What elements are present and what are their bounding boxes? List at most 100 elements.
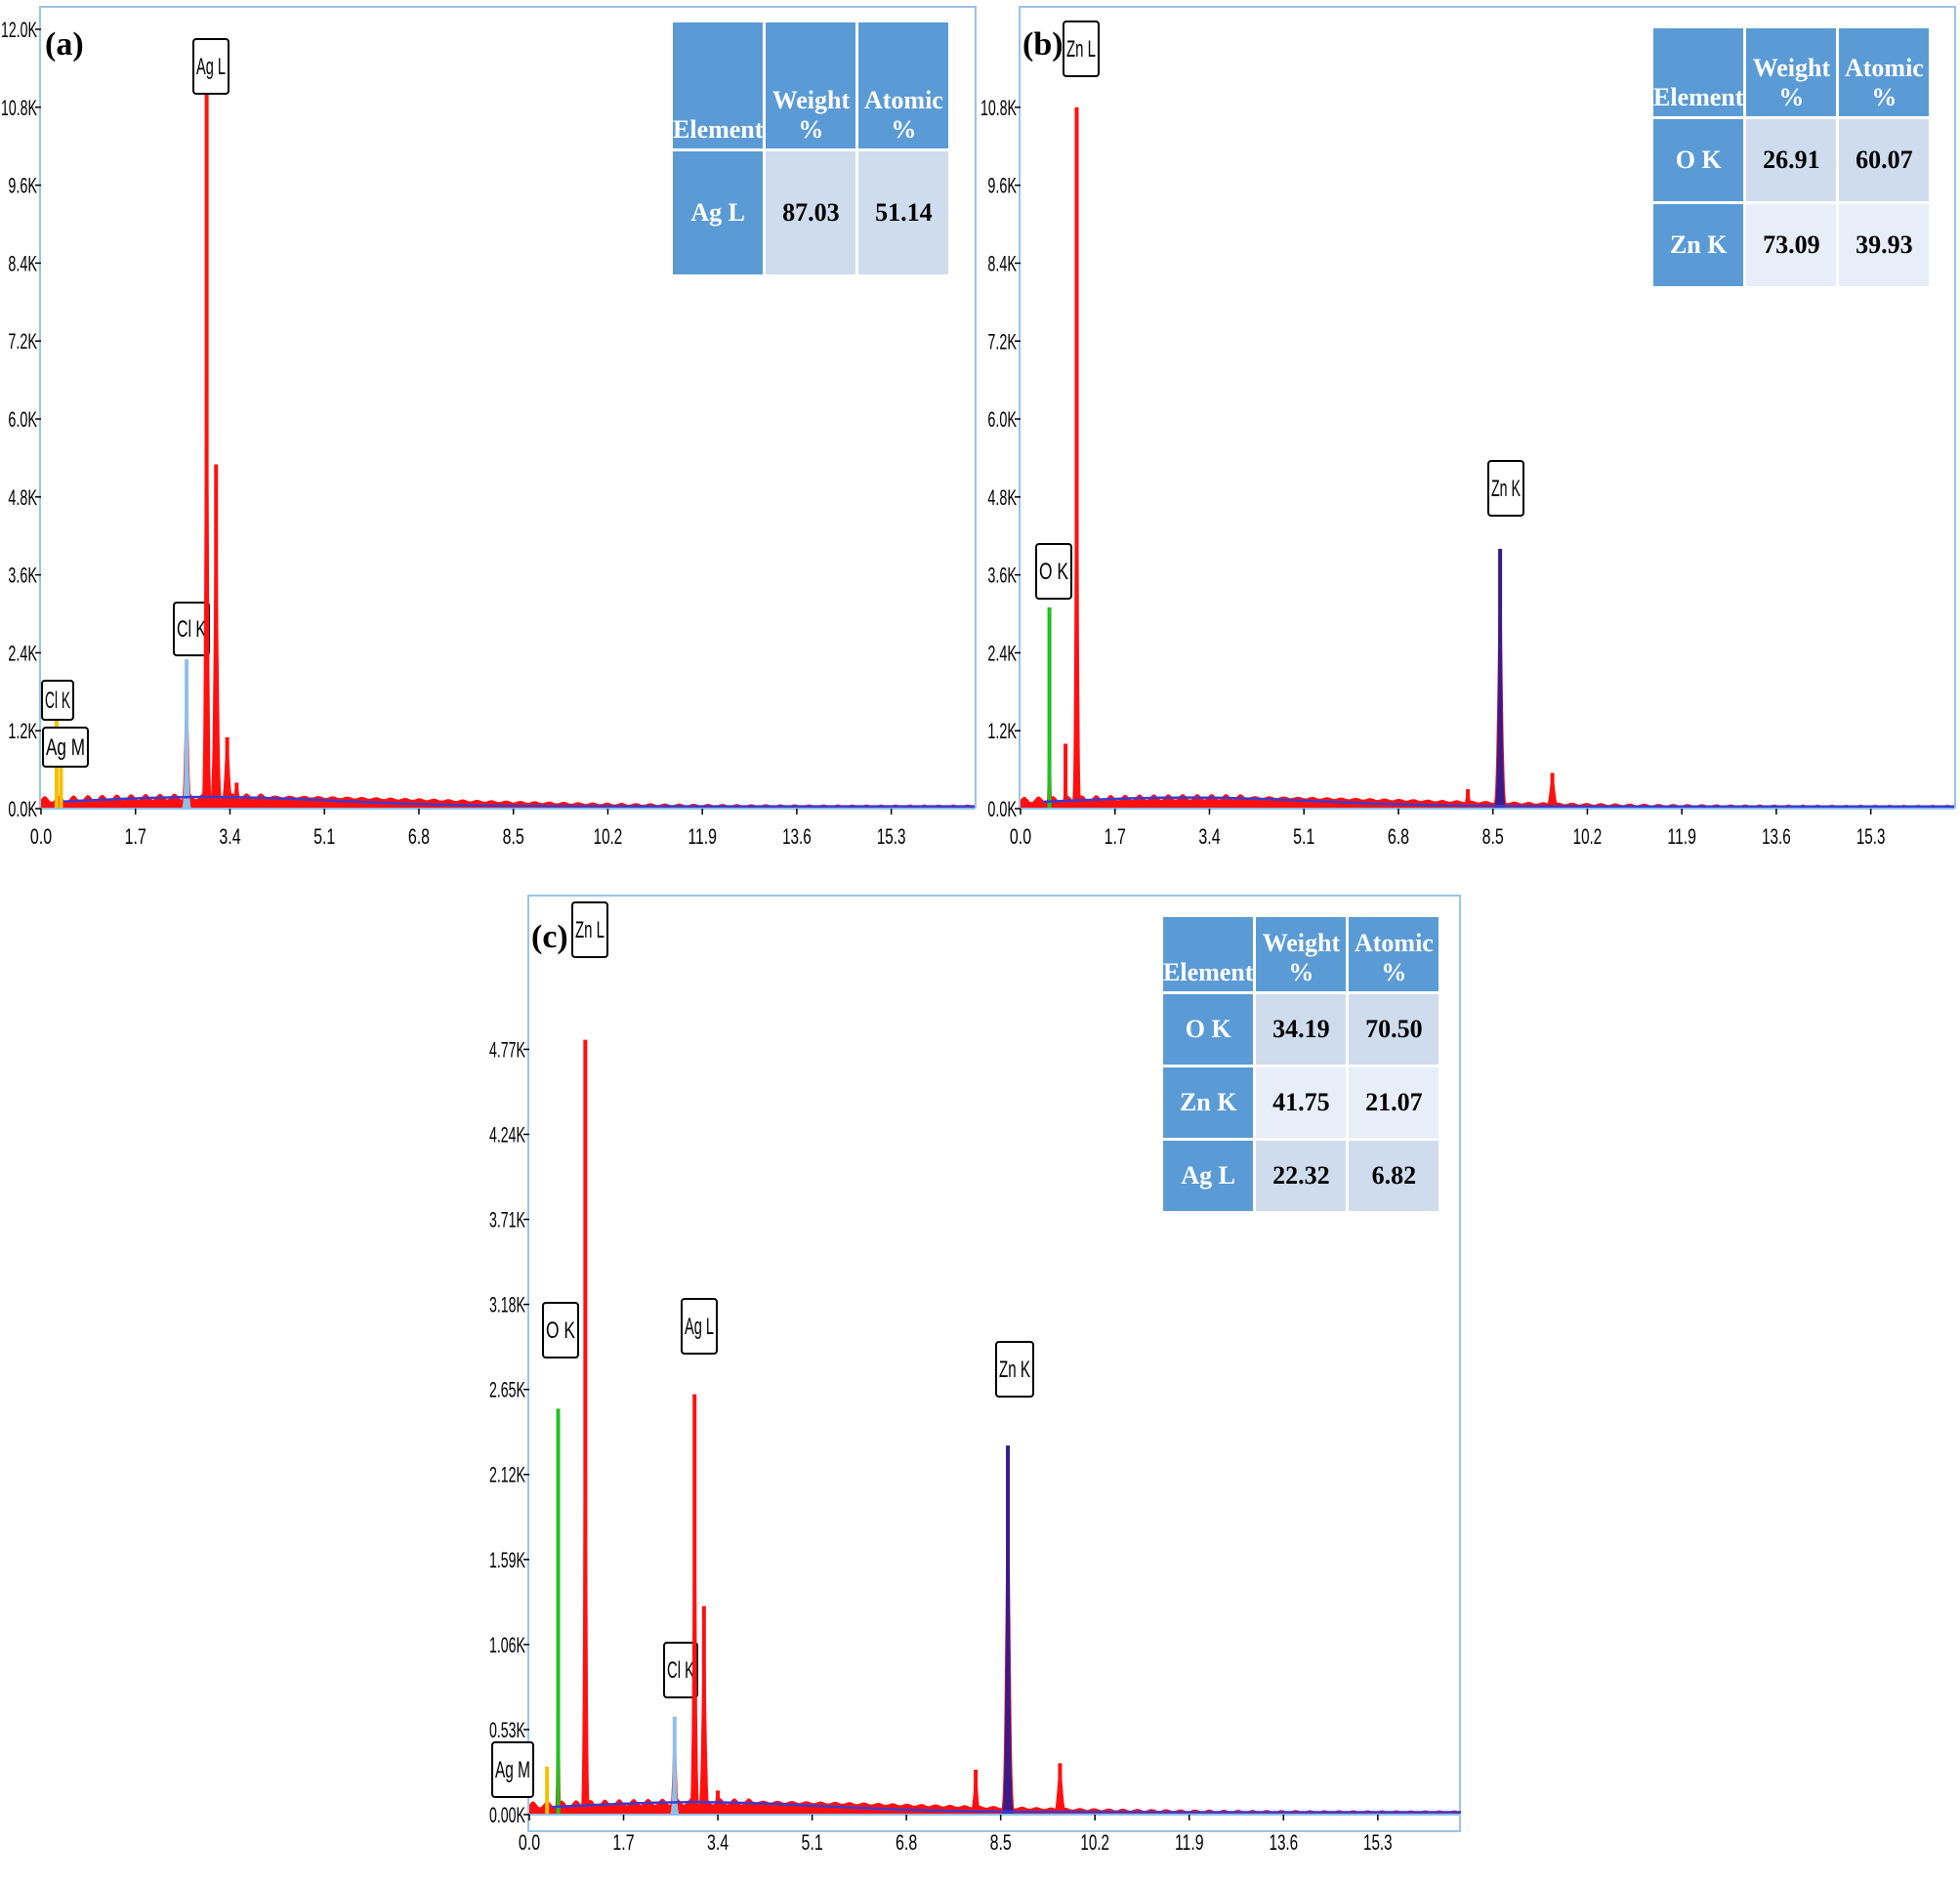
x-tick-label: 13.6 [782, 824, 812, 849]
value-cell: 70.50 [1349, 994, 1439, 1065]
x-tick-label: 13.6 [1269, 1830, 1298, 1855]
x-tick-label: 5.1 [1293, 824, 1314, 849]
y-tick-label: 2.65K [489, 1378, 525, 1402]
x-tick-label: 15.3 [1856, 824, 1886, 849]
value-cell: 39.93 [1839, 204, 1930, 286]
y-tick-label: 8.4K [8, 251, 37, 275]
x-tick-label: 5.1 [313, 824, 335, 849]
value-cell: 26.91 [1746, 119, 1837, 201]
peak-label: Zn L [575, 917, 605, 943]
eds-panel-a: Cl K Ag M Cl K Ag L 0.0K 1.2K 2.4K 3.6K 4.8K 6.0K… [0, 0, 980, 879]
y-tick-label: 7.2K [8, 329, 37, 354]
table-header-cell: Element [1653, 28, 1744, 116]
x-tick-label: 6.8 [896, 1830, 917, 1855]
fit-baseline [551, 1801, 1461, 1814]
y-tick-label: 9.6K [8, 174, 37, 198]
peak-fill [669, 1716, 680, 1815]
peak-label-box [1035, 543, 1072, 600]
y-tick-label: 4.77K [489, 1037, 525, 1062]
y-tick-label: 1.2K [987, 719, 1017, 743]
peak-label: Ag L [196, 54, 226, 80]
peak-label: Zn K [999, 1357, 1030, 1383]
peak-label: Ag M [495, 1757, 530, 1783]
y-tick-label: 0.53K [489, 1718, 525, 1742]
spectrum-chart-a: Cl K Ag M Cl K Ag L 0.0K 1.2K 2.4K 3.6K 4.8K 6.0K… [1, 18, 975, 849]
value-cell: 51.14 [858, 151, 949, 274]
peak-label-box [192, 38, 229, 95]
x-tick-label: 13.6 [1762, 824, 1791, 849]
peak-label: O K [546, 1317, 575, 1344]
fit-baseline [63, 795, 975, 808]
x-tick-label: 10.2 [594, 824, 623, 849]
table-header-cell: Weight % [1256, 917, 1347, 991]
y-tick-label: 2.4K [8, 641, 37, 665]
panel-label: (a) [45, 26, 84, 63]
x-tick-label: 6.8 [408, 824, 430, 849]
value-cell: 87.03 [766, 151, 856, 274]
y-tick-label: 4.8K [8, 485, 37, 510]
x-tick-label: 1.7 [1105, 824, 1126, 849]
peak-label: Ag L [685, 1314, 714, 1340]
y-tick-label: 2.12K [489, 1463, 525, 1487]
composition-table-a: Element Weight % Atomic % Ag L 87.03 51.14 [670, 20, 952, 277]
x-tick-label: 10.2 [1573, 824, 1603, 849]
table-row: Zn K 41.75 21.07 [1163, 1067, 1439, 1138]
peak-label-box [681, 1298, 718, 1355]
value-cell: 21.07 [1349, 1067, 1439, 1138]
value-cell: 6.82 [1349, 1141, 1439, 1211]
table-header-cell: Atomic % [858, 22, 949, 148]
peak-label: O K [1039, 559, 1068, 585]
value-cell: 34.19 [1256, 994, 1347, 1065]
x-tick-label: 11.9 [688, 824, 717, 849]
plot-frame [527, 895, 1461, 1832]
panel-label: (b) [1022, 26, 1063, 63]
peak-label: Zn L [1066, 36, 1096, 63]
peak-label-box [491, 1741, 534, 1798]
peak-label-box [41, 680, 74, 721]
x-tick-label: 8.5 [503, 824, 524, 849]
composition-table-c: Element Weight % Atomic % O K 34.19 70.50 Zn K… [1160, 914, 1442, 1214]
y-tick-label: 3.71K [489, 1208, 525, 1233]
y-tick-label: 6.0K [8, 407, 37, 432]
y-tick-label: 6.0K [987, 407, 1017, 432]
x-tick-label: 11.9 [1175, 1830, 1204, 1855]
y-tick-label: 4.24K [489, 1122, 525, 1147]
element-cell: Ag L [1163, 1141, 1254, 1211]
x-tick-label: 10.2 [1080, 1830, 1109, 1855]
element-cell: Ag L [673, 151, 764, 274]
x-tick-label: 6.8 [1388, 824, 1409, 849]
x-tick-label: 11.9 [1667, 824, 1696, 849]
spectrum-chart-c: Ag MO KZn LCl KAg LZn K0.00K0.53K1.06K1.… [489, 901, 1461, 1855]
element-cell: O K [1653, 119, 1744, 201]
value-cell: 60.07 [1839, 119, 1930, 201]
x-tick-label: 15.3 [877, 824, 906, 849]
y-tick-label: 12.0K [1, 18, 37, 42]
x-tick-label: 0.0 [519, 1830, 540, 1855]
x-tick-label: 0.0 [1010, 824, 1031, 849]
y-tick-label: 1.06K [489, 1633, 525, 1657]
y-tick-label: 10.8K [980, 96, 1017, 120]
peak-fill [182, 659, 192, 809]
table-header-cell: Atomic % [1839, 28, 1930, 116]
y-tick-label: 0.00K [489, 1803, 525, 1827]
peak-label: Zn K [1491, 476, 1521, 502]
y-tick-label: 0.0K [987, 797, 1017, 821]
value-cell: 41.75 [1256, 1067, 1347, 1138]
value-cell: 22.32 [1256, 1141, 1347, 1211]
composition-table-b: Element Weight % Atomic % O K 26.91 60.07 Zn K… [1650, 25, 1933, 289]
value-cell: 73.09 [1746, 204, 1837, 286]
peak-label-box [995, 1341, 1034, 1398]
peak-label-box [542, 1302, 579, 1358]
peak-label-box [42, 727, 89, 768]
y-tick-label: 8.4K [987, 251, 1017, 275]
peak-label-box [1487, 460, 1524, 517]
table-header-cell: Element [1163, 917, 1254, 991]
y-tick-label: 3.6K [8, 564, 37, 588]
spectrum-chart-b: O K Zn L Zn K 0.0K 1.2K 2.4K 3.6K 4.8K 6.0K 7.2K 8… [980, 21, 1954, 849]
table-header-cell: Element [673, 22, 764, 148]
table-row: Zn K 73.09 39.93 [1653, 204, 1930, 286]
element-cell: O K [1163, 994, 1254, 1065]
peak-label-box [1063, 21, 1100, 77]
table-header-cell: Weight % [1746, 28, 1837, 116]
